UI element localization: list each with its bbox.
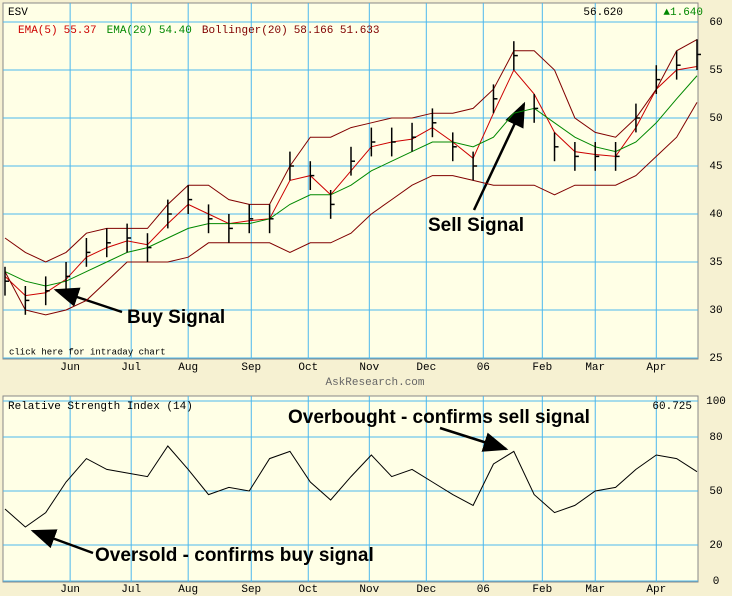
- rsi-line: [4, 445, 698, 528]
- y-tick-label: 40: [709, 209, 722, 221]
- legend-value: 54.40: [159, 25, 192, 37]
- annotation: Overbought - confirms sell signal: [288, 407, 590, 428]
- arrow: [30, 529, 94, 555]
- x-tick-label: Aug: [178, 584, 198, 596]
- y-tick-label: 35: [709, 257, 722, 269]
- x-tick-label: 06: [477, 584, 490, 596]
- y-tick-label: 30: [709, 305, 722, 317]
- x-tick-label: Apr: [646, 362, 666, 374]
- x-tick-label: Jun: [60, 584, 80, 596]
- y-tick-label: 60: [709, 17, 722, 29]
- annotation: Oversold - confirms buy signal: [95, 545, 374, 566]
- arrow: [472, 101, 526, 211]
- x-tick-label: Oct: [298, 362, 318, 374]
- x-tick-label: Jun: [60, 362, 80, 374]
- annotation: Buy Signal: [127, 307, 225, 328]
- x-tick-label: Nov: [359, 362, 379, 374]
- bollinger-lower: [4, 102, 698, 316]
- last-price: 56.620: [583, 7, 623, 19]
- x-tick-label: Feb: [532, 362, 552, 374]
- change: ▲1.640: [663, 7, 703, 19]
- x-tick-label: 06: [477, 362, 490, 374]
- legend-name: EMA(5): [18, 25, 58, 37]
- intraday-link[interactable]: click here for intraday chart: [9, 347, 166, 357]
- source: AskResearch.com: [325, 377, 424, 389]
- x-tick-label: Sep: [241, 584, 261, 596]
- x-tick-label: Feb: [532, 584, 552, 596]
- rsi-last: 60.725: [652, 401, 692, 413]
- rsi-panel: [2, 395, 699, 583]
- ema-line: [4, 75, 698, 287]
- x-tick-label: Aug: [178, 362, 198, 374]
- y-tick-label: 25: [709, 353, 722, 365]
- x-tick-label: Jul: [121, 362, 141, 374]
- x-tick-label: Sep: [241, 362, 261, 374]
- y-tick-label: 45: [709, 161, 722, 173]
- x-tick-label: Nov: [359, 584, 379, 596]
- x-tick-label: Oct: [298, 584, 318, 596]
- y-tick-label: 100: [706, 396, 726, 408]
- arrow: [53, 287, 123, 314]
- y-tick-label: 0: [713, 576, 720, 588]
- symbol: ESV: [8, 7, 28, 19]
- x-tick-label: Mar: [585, 584, 605, 596]
- x-tick-label: Dec: [416, 362, 436, 374]
- arrow: [439, 426, 509, 452]
- x-tick-label: Dec: [416, 584, 436, 596]
- legend-name: EMA(20): [107, 25, 153, 37]
- rsi-title: Relative Strength Index (14): [8, 401, 193, 413]
- x-tick-label: Apr: [646, 584, 666, 596]
- y-tick-label: 80: [709, 432, 722, 444]
- y-tick-label: 50: [709, 113, 722, 125]
- annotation: Sell Signal: [428, 215, 524, 236]
- x-tick-label: Mar: [585, 362, 605, 374]
- bollinger-upper: [4, 39, 698, 263]
- x-tick-label: Jul: [121, 584, 141, 596]
- y-tick-label: 50: [709, 486, 722, 498]
- y-tick-label: 55: [709, 65, 722, 77]
- legend-value: 58.166 51.633: [294, 25, 380, 37]
- legend-name: Bollinger(20): [202, 25, 288, 37]
- y-tick-label: 20: [709, 540, 722, 552]
- legend-value: 55.37: [64, 25, 97, 37]
- price-panel: [2, 2, 699, 360]
